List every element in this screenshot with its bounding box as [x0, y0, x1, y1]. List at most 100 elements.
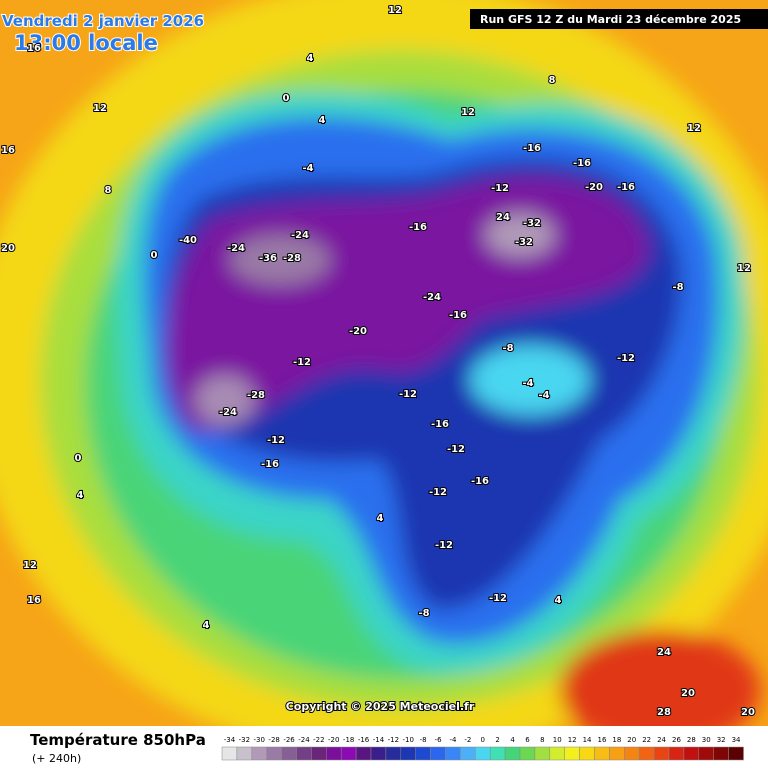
legend-value: 20: [627, 736, 636, 744]
contour-label: 16: [27, 595, 41, 606]
legend-subtitle: (+ 240h): [32, 752, 81, 765]
legend-value: -8: [420, 736, 427, 744]
contour-label: 12: [737, 263, 751, 274]
legend-swatch: [311, 746, 327, 761]
contour-label: 20: [681, 688, 695, 699]
contour-label: 28: [657, 707, 671, 718]
run-info: Run GFS 12 Z du Mardi 23 décembre 2025: [480, 13, 741, 26]
contour-label: 0: [75, 453, 82, 464]
contour-label: -4: [522, 378, 533, 389]
legend-value: -18: [343, 736, 354, 744]
legend-value: -26: [283, 736, 295, 744]
legend-value: 12: [568, 736, 577, 744]
legend-swatch: [549, 746, 565, 761]
contour-label: 12: [23, 560, 37, 571]
contour-label: -16: [523, 143, 541, 154]
contour-label: 4: [377, 513, 384, 524]
contour-label: 24: [496, 212, 510, 223]
contour-label: -24: [227, 243, 245, 254]
contour-label: 12: [461, 107, 475, 118]
contour-label: 8: [105, 185, 112, 196]
legend-swatch: [355, 746, 372, 761]
legend-value: 28: [687, 736, 696, 744]
legend-swatch: [460, 746, 476, 761]
legend-swatch: [340, 746, 357, 761]
contour-label: 0: [283, 93, 290, 104]
contour-label: 4: [203, 620, 210, 631]
contour-label: -28: [247, 390, 265, 401]
contour-label: 4: [77, 490, 84, 501]
contour-label: 20: [741, 707, 755, 718]
contour-label: -16: [409, 222, 427, 233]
contour-label: -12: [293, 357, 311, 368]
legend-value: 14: [583, 736, 592, 744]
legend-value: -2: [464, 736, 471, 744]
contour-label: 16: [27, 43, 41, 54]
contour-label: 8: [549, 75, 556, 86]
legend-swatch: [668, 746, 685, 761]
legend-value: -10: [403, 736, 414, 744]
legend-swatch: [281, 746, 297, 761]
contour-label: -12: [447, 444, 465, 455]
contour-label: -36: [259, 253, 277, 264]
legend-value: -12: [388, 736, 399, 744]
contour-label: -4: [538, 390, 549, 401]
legend-value: 0: [481, 736, 485, 744]
legend-swatch: [489, 746, 506, 761]
contour-label: -8: [502, 343, 513, 354]
contour-label: 4: [555, 595, 562, 606]
contour-label: 20: [1, 243, 15, 254]
contour-label: -24: [291, 230, 309, 241]
legend-value: 2: [495, 736, 499, 744]
legend-swatch: [385, 746, 402, 761]
legend-value: -6: [435, 736, 443, 744]
contour-label: -12: [267, 435, 285, 446]
contour-label: -16: [471, 476, 489, 487]
copyright: Copyright © 2025 Meteociel.fr: [286, 700, 475, 713]
color-legend: -34 -32 -30 -28 -26 -24 -22 -20 -18 -16 -14 -12 -10-…: [221, 736, 744, 761]
legend-value: -4: [449, 736, 457, 744]
legend-value: -14: [373, 736, 385, 744]
legend-value: -22: [313, 736, 324, 744]
legend-value: -24: [298, 736, 310, 744]
contour-label: -24: [423, 292, 441, 303]
contour-label: -12: [399, 389, 417, 400]
legend-value: 34: [732, 736, 741, 744]
legend-value: -32: [239, 736, 250, 744]
legend-swatch: [594, 746, 610, 761]
contour-label: -12: [429, 487, 447, 498]
legend-value: 30: [702, 736, 711, 744]
contour-label: -32: [515, 237, 533, 248]
contour-label: -8: [418, 608, 429, 619]
legend-swatch: [415, 746, 431, 761]
legend-value: 26: [672, 736, 681, 744]
legend-value: -34: [224, 736, 236, 744]
legend-value: 8: [540, 736, 544, 744]
legend-title: Température 850hPa: [30, 731, 206, 749]
contour-label: -32: [523, 218, 541, 229]
map-date: Vendredi 2 janvier 2026: [2, 12, 204, 30]
contour-label: 12: [93, 103, 107, 114]
legend-value: 32: [717, 736, 726, 744]
legend-swatch: [221, 746, 238, 761]
legend-swatch: [683, 746, 700, 761]
map-labels: 12 16 8 0 -40 -24 -36 -28 -24 -4 4 0 4 -16 -16 -20 -16 -1…: [0, 4, 756, 719]
contour-label: 4: [319, 115, 326, 126]
legend-value: 4: [510, 736, 515, 744]
legend-swatch: [326, 746, 342, 761]
legend-swatch: [519, 746, 536, 761]
run-box: [470, 9, 768, 29]
legend-swatch: [296, 746, 312, 761]
contour-label: 24: [657, 647, 671, 658]
contour-label: 4: [307, 53, 314, 64]
contour-label: -40: [179, 235, 197, 246]
contour-label: -12: [617, 353, 635, 364]
legend-swatch: [624, 746, 640, 761]
legend-value: -30: [254, 736, 265, 744]
legend-swatch: [370, 746, 387, 761]
contour-label: -20: [585, 182, 603, 193]
contour-label: -16: [431, 419, 449, 430]
contour-label: -8: [672, 282, 683, 293]
legend-swatch: [445, 746, 461, 761]
